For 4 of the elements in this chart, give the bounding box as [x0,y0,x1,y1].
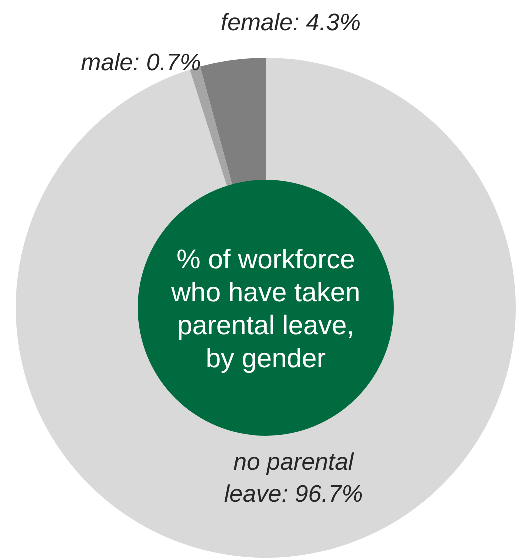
slice-label: no parental leave: 96.7% [224,448,364,508]
slice-label: female: 4.3% [220,9,361,36]
text: % of workforce who have taken parental leave, by gender [170,244,361,374]
slice-label: male: 0.7% [81,49,202,76]
